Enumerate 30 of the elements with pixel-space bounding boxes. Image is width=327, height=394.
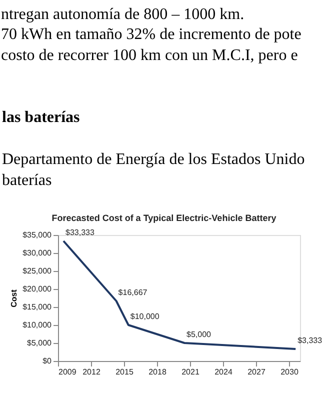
y-tick-label: $20,000 (22, 284, 52, 294)
line-series (62, 240, 297, 350)
x-tick-label: 2030 (280, 368, 299, 376)
data-label: $5,000 (186, 330, 212, 339)
data-label: $3,333 (298, 336, 323, 345)
x-tick-label: 2027 (248, 368, 266, 376)
y-tick-label: $5,000 (27, 338, 52, 348)
chart-title: Forecasted Cost of a Typical Electric-Vehicle Battery (52, 213, 276, 223)
y-axis-title: Cost (10, 289, 19, 308)
x-tick-label: 2009 (58, 368, 77, 376)
x-tick-label: 2024 (214, 368, 233, 376)
data-label: $16,667 (118, 288, 148, 297)
text: 70 kWh en tamaño 32% de incremento de pote (1, 26, 302, 43)
x-tick-label: 2012 (82, 368, 101, 376)
x-tick-label: 2021 (182, 368, 200, 376)
y-tick-label: $25,000 (22, 266, 52, 276)
text: las baterías (2, 109, 80, 126)
text: ntregan autonomía de 800 – 1000 km. (1, 6, 244, 23)
data-label: $10,000 (130, 312, 160, 321)
y-tick-label: $10,000 (22, 320, 52, 330)
y-tick-label: $15,000 (22, 302, 52, 312)
x-tick-label: 2015 (116, 368, 134, 376)
data-label: $33,333 (66, 228, 95, 237)
y-tick-label: $35,000 (22, 230, 52, 240)
y-tick-label: $30,000 (22, 248, 52, 258)
x-tick-label: 2018 (148, 368, 167, 376)
text: baterías (2, 172, 52, 189)
text: costo de recorrer 100 km con un M.C.I, pero e (1, 47, 298, 64)
y-tick-label: $0 (42, 356, 52, 366)
text: Departamento de Energía de los Estados Unido (2, 151, 305, 168)
